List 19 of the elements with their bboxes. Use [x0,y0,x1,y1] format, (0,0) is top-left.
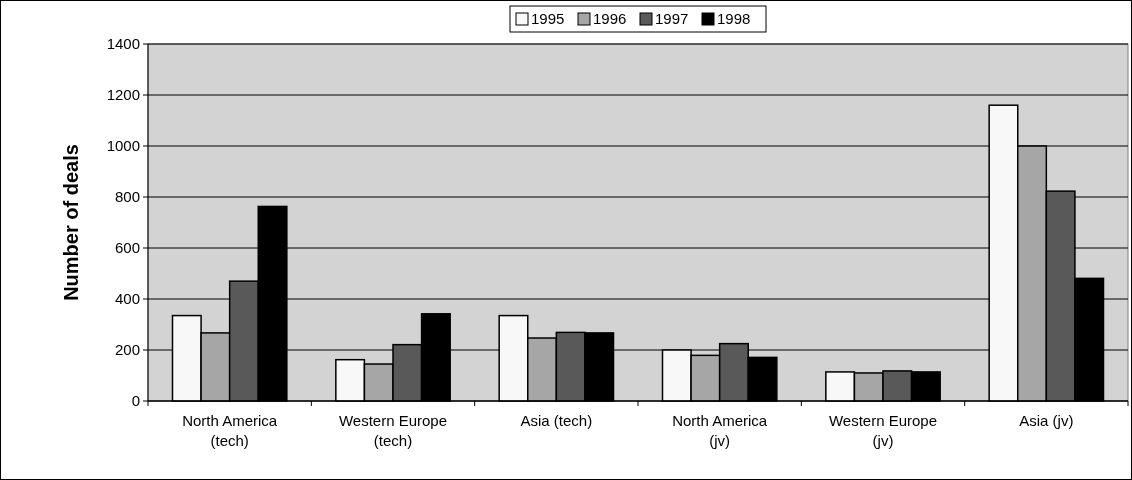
x-tick-label: Asia (jv) [1019,412,1074,429]
x-tick-label: Asia (tech) [520,412,593,429]
y-tick-label: 600 [114,239,140,257]
legend-label: 1996 [593,10,627,28]
y-tick-label: 0 [131,392,140,410]
y-tick-label: 1200 [106,86,140,104]
y-tick-label: 1400 [106,35,140,53]
legend-label: 1997 [655,10,689,28]
y-tick-label: 1000 [106,137,140,155]
y-tick-label: 400 [114,290,140,308]
x-tick-label: Western Europe (tech) [338,412,448,449]
legend-label: 1995 [531,10,565,28]
x-tick-label: North America (tech) [182,412,278,449]
x-tick-label: North America (jv) [672,412,768,449]
x-tick-label: Western Europe (jv) [828,412,938,449]
y-axis-title: Number of deals [60,144,82,301]
y-tick-label: 800 [114,188,140,206]
legend-label: 1998 [717,10,751,28]
y-tick-label: 200 [114,341,140,359]
